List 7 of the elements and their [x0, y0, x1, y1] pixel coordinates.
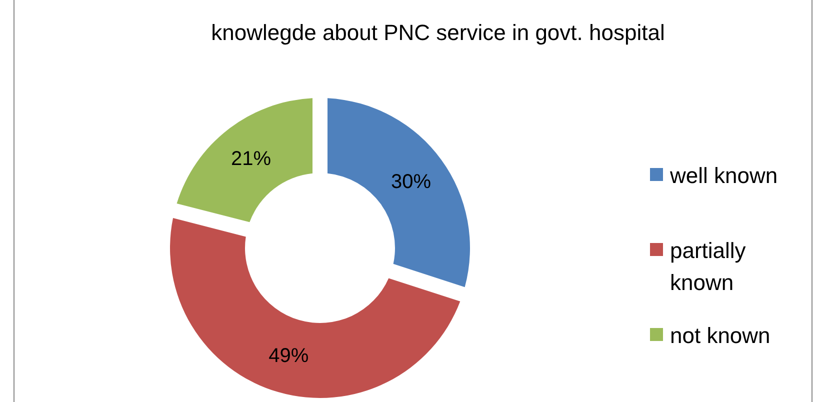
data-label: 30% [391, 170, 432, 193]
legend-label: not known [670, 322, 770, 348]
data-label: 49% [268, 345, 309, 368]
legend-label: well known [669, 162, 778, 188]
data-label: 21% [231, 148, 272, 170]
legend-label: partially known [670, 238, 746, 294]
chart-title: knowlegde about PNC service in govt. hospital [211, 20, 665, 45]
